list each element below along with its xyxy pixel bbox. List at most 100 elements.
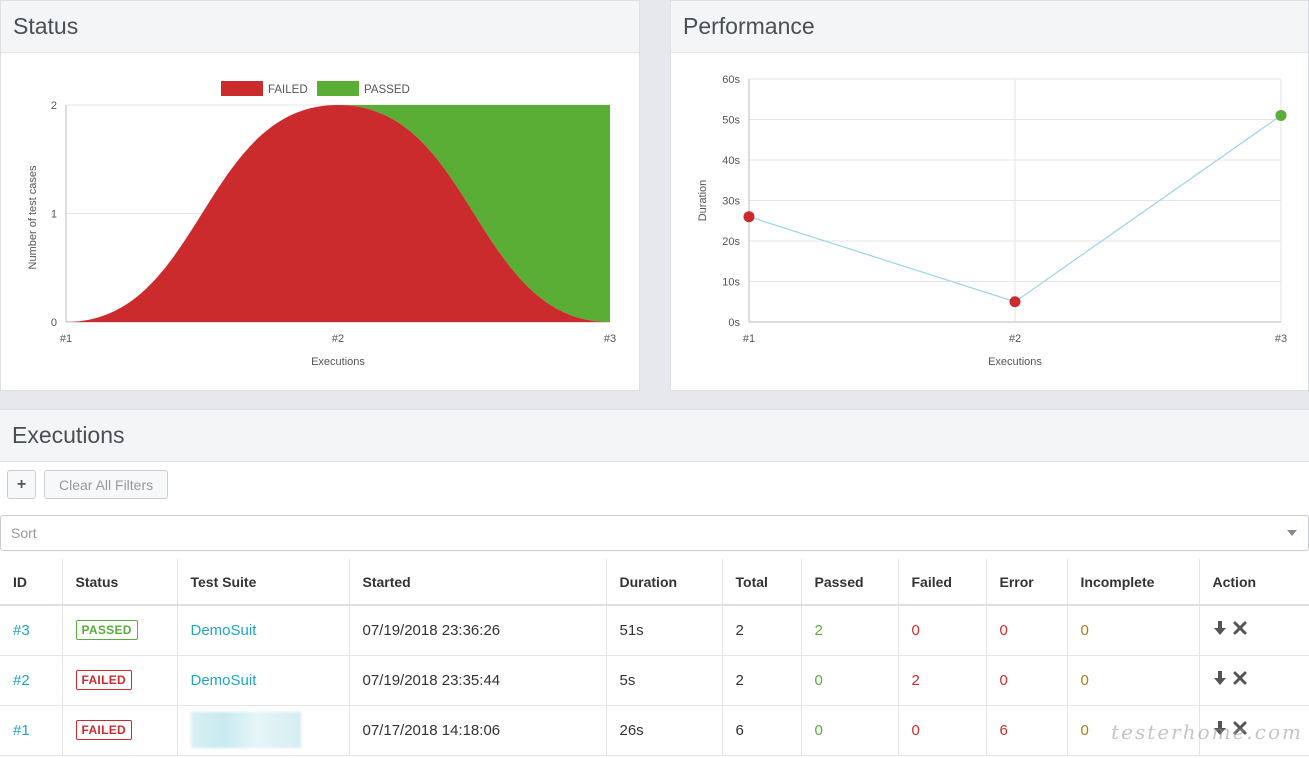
execution-id-link[interactable]: #1 — [13, 721, 30, 739]
status-panel-header: Status — [1, 1, 639, 53]
delete-icon[interactable] — [1233, 671, 1247, 689]
column-header-failed[interactable]: Failed — [898, 559, 987, 606]
cell-started: 07/17/2018 14:18:06 — [349, 705, 607, 756]
cell-failed: 0 — [898, 605, 987, 656]
cell-passed: 0 — [801, 705, 899, 756]
column-header-test-suite[interactable]: Test Suite — [177, 559, 350, 606]
download-icon[interactable] — [1213, 670, 1227, 690]
y-tick-label: 20s — [722, 236, 740, 248]
status-chart: 0 1 2 #1 #2 #3 Executions Number of test cases F… — [27, 81, 616, 368]
cell-duration: 26s — [606, 705, 723, 756]
executions-panel-header: Executions — [0, 410, 1309, 462]
download-icon[interactable] — [1213, 620, 1227, 640]
failed-count: 0 — [911, 621, 920, 639]
execution-id-link[interactable]: #2 — [13, 671, 30, 689]
table-header-row: ID Status Test Suite Started Duration Total Pa… — [0, 559, 1309, 606]
column-header-status[interactable]: Status — [62, 559, 178, 606]
add-filter-button[interactable]: + — [7, 470, 36, 499]
y-tick-label: 30s — [722, 196, 740, 208]
status-badge: FAILED — [75, 720, 132, 740]
x-tick-label: #1 — [743, 333, 755, 345]
cell-incomplete: 0 — [1067, 705, 1200, 756]
status-badge: FAILED — [75, 670, 132, 690]
data-point — [1275, 109, 1287, 121]
started-text: 07/19/2018 23:36:26 — [362, 621, 501, 639]
cell-suite: DemoSuit — [177, 655, 350, 706]
cell-started: 07/19/2018 23:35:44 — [349, 655, 607, 706]
cell-duration: 5s — [606, 655, 723, 706]
y-tick-label: 0s — [728, 317, 740, 329]
y-tick-label: 40s — [722, 155, 740, 167]
table-body: #3 PASSED DemoSuit 07/19/2018 23:36:26 51s 2 2… — [0, 605, 1309, 756]
y-tick-label: 50s — [722, 115, 740, 127]
failed-area — [66, 105, 610, 322]
column-header-passed[interactable]: Passed — [801, 559, 899, 606]
x-axis-label: Executions — [311, 356, 365, 368]
column-header-error[interactable]: Error — [986, 559, 1068, 606]
status-badge: PASSED — [75, 620, 138, 641]
execution-id-link[interactable]: #3 — [13, 621, 30, 639]
status-panel: Status 0 1 2 #1 #2 #3 Executions Number of test… — [0, 0, 640, 391]
cell-incomplete: 0 — [1067, 605, 1200, 656]
cell-status: FAILED — [62, 705, 178, 756]
incomplete-count: 0 — [1080, 621, 1089, 639]
test-suite-link[interactable]: DemoSuit — [190, 671, 257, 689]
sort-select[interactable]: Sort — [0, 515, 1309, 551]
legend-swatch-passed — [317, 81, 359, 96]
passed-count: 0 — [814, 671, 823, 689]
cell-total: 2 — [722, 605, 802, 656]
x-tick-label: #2 — [1009, 333, 1021, 345]
x-tick-label: #3 — [1275, 333, 1287, 345]
error-count: 0 — [999, 621, 1008, 639]
table-row: #3 PASSED DemoSuit 07/19/2018 23:36:26 51s 2 2… — [0, 605, 1309, 656]
chevron-down-icon[interactable] — [1287, 530, 1297, 536]
executions-panel: Executions + Clear All Filters Sort ID St… — [0, 409, 1309, 758]
cell-id: #1 — [0, 705, 63, 756]
y-axis-label: Duration — [697, 180, 709, 222]
passed-count: 0 — [814, 721, 823, 739]
performance-panel-header: Performance — [671, 1, 1308, 53]
column-header-started[interactable]: Started — [349, 559, 607, 606]
y-tick-label: 60s — [722, 74, 740, 86]
performance-panel-title: Performance — [683, 13, 815, 39]
legend-swatch-failed — [221, 81, 263, 96]
column-header-action[interactable]: Action — [1199, 559, 1309, 606]
data-point — [743, 211, 755, 223]
cell-error: 6 — [986, 705, 1068, 756]
download-icon[interactable] — [1213, 720, 1227, 740]
x-tick-label: #1 — [60, 333, 72, 345]
column-header-incomplete[interactable]: Incomplete — [1067, 559, 1200, 606]
cell-passed: 2 — [801, 605, 899, 656]
delete-icon[interactable] — [1233, 621, 1247, 639]
legend-label-failed: FAILED — [268, 84, 308, 96]
watermark: testerhome.com — [1111, 720, 1303, 744]
cell-duration: 51s — [606, 605, 723, 656]
cell-action — [1199, 705, 1309, 756]
cell-action — [1199, 655, 1309, 706]
redacted-suite — [190, 712, 301, 748]
cell-passed: 0 — [801, 655, 899, 706]
cell-suite: DemoSuit — [177, 605, 350, 656]
cell-started: 07/19/2018 23:36:26 — [349, 605, 607, 656]
cell-id: #3 — [0, 605, 63, 656]
table-row: #1 FAILED 07/17/2018 14:18:06 26s 6 0 0 6 0 — [0, 705, 1309, 756]
y-axis-label: Number of test cases — [27, 165, 39, 269]
y-tick-label: 2 — [51, 100, 57, 112]
cell-id: #2 — [0, 655, 63, 706]
column-header-duration[interactable]: Duration — [606, 559, 723, 606]
incomplete-count: 0 — [1080, 721, 1089, 739]
failed-count: 0 — [911, 721, 920, 739]
cell-error: 0 — [986, 605, 1068, 656]
passed-area — [66, 105, 610, 322]
clear-all-filters-button[interactable]: Clear All Filters — [44, 470, 169, 499]
cell-failed: 0 — [898, 705, 987, 756]
cell-status: PASSED — [62, 605, 178, 656]
column-header-total[interactable]: Total — [722, 559, 802, 606]
test-suite-link[interactable]: DemoSuit — [190, 621, 257, 639]
legend-label-passed: PASSED — [364, 84, 410, 96]
duration-text: 51s — [619, 621, 644, 639]
passed-count: 2 — [814, 621, 823, 639]
delete-icon[interactable] — [1233, 721, 1247, 739]
total-text: 6 — [735, 721, 744, 739]
column-header-id[interactable]: ID — [0, 559, 63, 606]
